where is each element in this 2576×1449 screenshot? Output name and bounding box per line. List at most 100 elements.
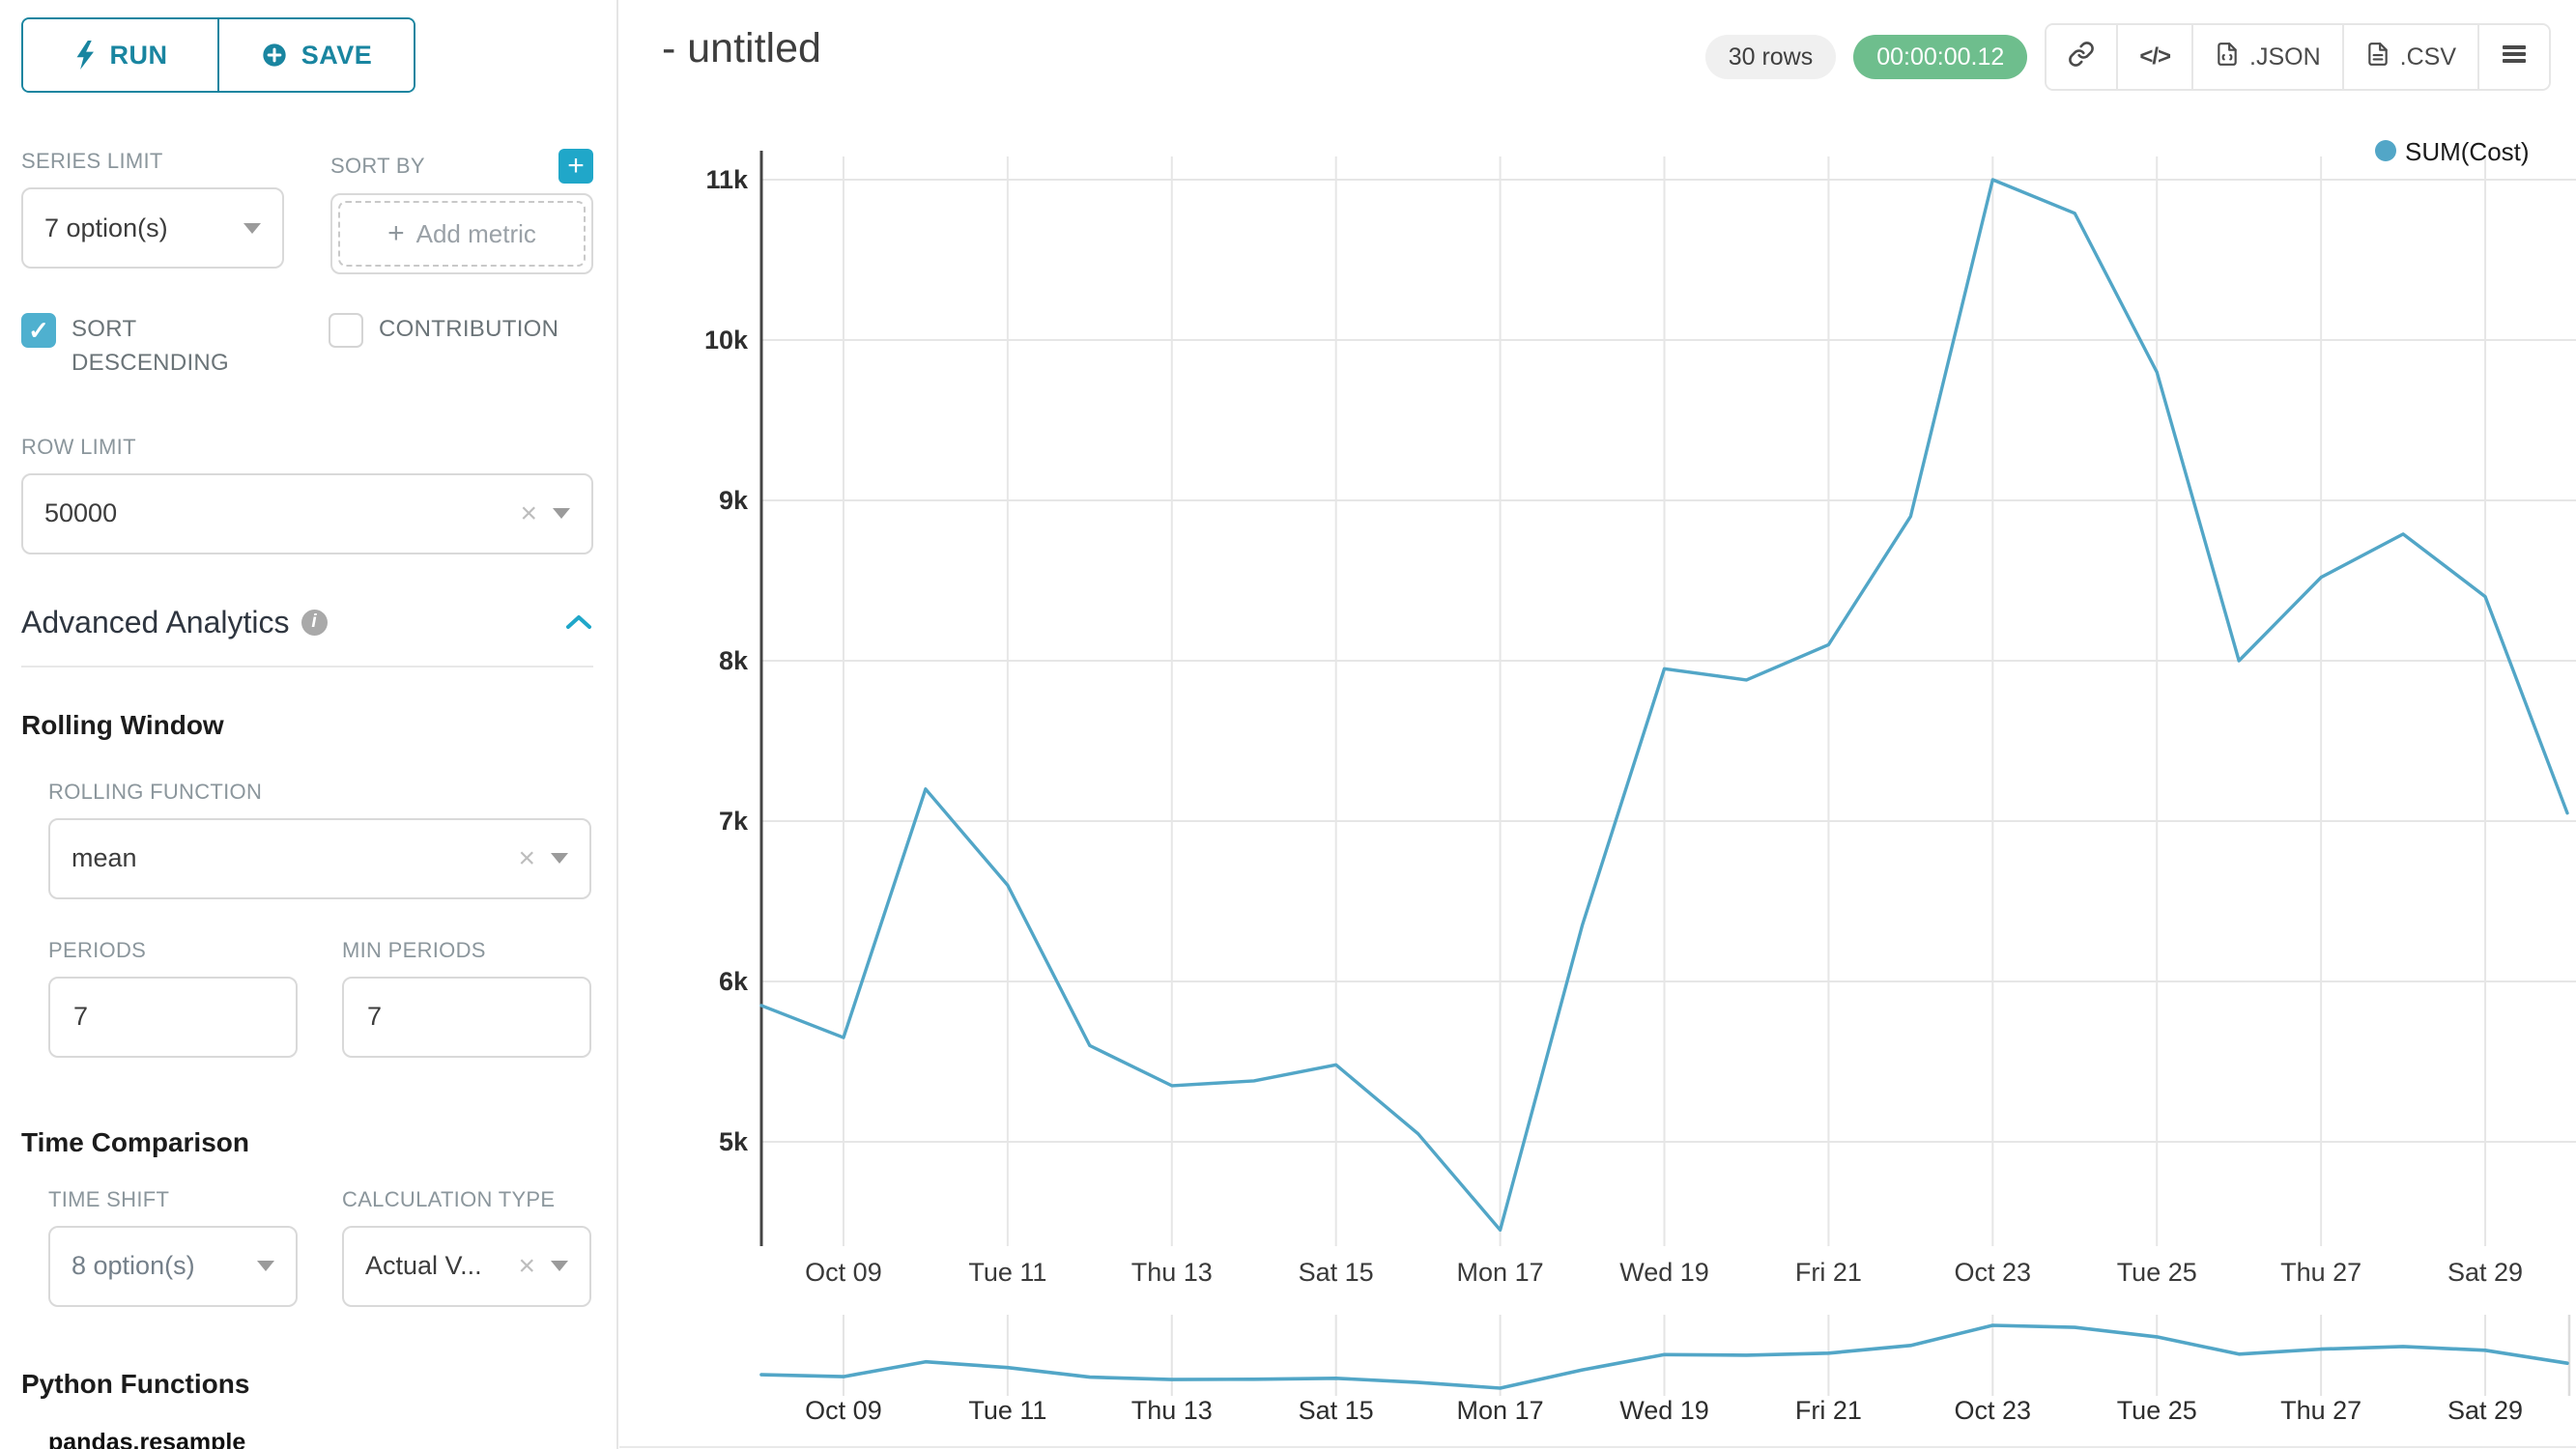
advanced-analytics-header[interactable]: Advanced Analytics i xyxy=(21,605,593,666)
menu-button[interactable] xyxy=(2477,25,2549,89)
svg-text:Thu 13: Thu 13 xyxy=(1131,1396,1213,1425)
add-metric-label: Add metric xyxy=(415,218,536,248)
chevron-down-icon[interactable] xyxy=(553,508,570,520)
svg-text:Fri 21: Fri 21 xyxy=(1795,1258,1862,1287)
save-button-label: SAVE xyxy=(301,40,373,70)
periods-value: 7 xyxy=(73,1002,89,1032)
svg-text:Thu 27: Thu 27 xyxy=(2280,1258,2361,1287)
svg-text:11k: 11k xyxy=(705,165,749,194)
svg-text:Tue 11: Tue 11 xyxy=(968,1258,1046,1287)
svg-text:8k: 8k xyxy=(719,646,749,675)
rolling-window-title: Rolling Window xyxy=(21,709,224,740)
chevron-down-icon[interactable] xyxy=(257,1261,274,1272)
sort-descending-checkbox-field[interactable]: ✓ SORT DESCENDING xyxy=(21,313,284,381)
series-limit-value: 7 option(s) xyxy=(44,213,168,242)
svg-text:7k: 7k xyxy=(719,807,749,836)
advanced-analytics-title: Advanced Analytics xyxy=(21,604,290,639)
sort-descending-label: SORT DESCENDING xyxy=(72,316,230,376)
link-icon xyxy=(2068,41,2095,74)
info-icon: i xyxy=(301,609,328,636)
svg-text:Tue 25: Tue 25 xyxy=(2117,1258,2197,1287)
time-shift-value: 8 option(s) xyxy=(72,1251,195,1281)
min-periods-label: MIN PERIODS xyxy=(342,937,486,962)
svg-text:9k: 9k xyxy=(719,486,749,515)
calculation-type-label: CALCULATION TYPE xyxy=(342,1186,556,1211)
calculation-type-value: Actual V... xyxy=(365,1251,482,1281)
svg-text:Sat 15: Sat 15 xyxy=(1299,1258,1374,1287)
chevron-down-icon[interactable] xyxy=(551,853,568,865)
row-count-badge: 30 rows xyxy=(1704,35,1837,79)
min-periods-value: 7 xyxy=(367,1002,383,1032)
svg-text:Sat 29: Sat 29 xyxy=(2447,1258,2523,1287)
run-button[interactable]: RUN xyxy=(23,19,217,91)
clear-icon[interactable]: × xyxy=(520,497,537,529)
svg-text:5k: 5k xyxy=(719,1127,749,1156)
add-metric-button[interactable]: + Add metric xyxy=(338,201,586,267)
export-csv-button[interactable]: .CSV xyxy=(2341,25,2477,89)
clear-icon[interactable]: × xyxy=(518,841,535,874)
time-comparison-title: Time Comparison xyxy=(21,1126,249,1157)
save-button[interactable]: SAVE xyxy=(217,19,414,91)
python-functions-title: Python Functions xyxy=(21,1368,250,1399)
line-chart[interactable]: 11k 10k 9k 8k 7k 6k 5k Oct 09 Tue 11 Thu 13 Sat 15… xyxy=(676,135,2576,1304)
chevron-up-icon[interactable] xyxy=(564,612,593,632)
contribution-checkbox[interactable] xyxy=(329,313,363,348)
export-toolbar: </> .JSON .CSV xyxy=(2045,23,2551,91)
plus-icon: + xyxy=(387,217,405,249)
calculation-type-select[interactable]: Actual V... × xyxy=(342,1225,591,1307)
check-icon: ✓ xyxy=(28,315,49,345)
svg-text:Oct 23: Oct 23 xyxy=(1955,1396,2032,1425)
chevron-down-icon[interactable] xyxy=(551,1261,568,1272)
periods-input[interactable]: 7 xyxy=(48,976,298,1058)
view-query-button[interactable]: </> xyxy=(2116,25,2192,89)
svg-text:Wed 19: Wed 19 xyxy=(1619,1396,1709,1425)
clear-icon[interactable]: × xyxy=(518,1249,535,1282)
min-periods-input[interactable]: 7 xyxy=(342,976,591,1058)
svg-text:Thu 13: Thu 13 xyxy=(1131,1258,1213,1287)
svg-text:Oct 23: Oct 23 xyxy=(1955,1258,2032,1287)
query-timer-badge: 00:00:00.12 xyxy=(1853,35,2028,79)
time-shift-label: TIME SHIFT xyxy=(48,1186,170,1211)
run-button-label: RUN xyxy=(109,40,168,70)
run-save-button-group: RUN SAVE xyxy=(21,17,415,93)
svg-text:Mon 17: Mon 17 xyxy=(1457,1396,1544,1425)
add-sort-metric-button[interactable]: + xyxy=(558,149,593,184)
chart-panel: - untitled 30 rows 00:00:00.12 </> .JSON xyxy=(619,0,2576,1449)
sort-by-control[interactable]: + Add metric xyxy=(330,193,593,274)
svg-text:Sat 15: Sat 15 xyxy=(1299,1396,1374,1425)
contribution-label: CONTRIBUTION xyxy=(379,316,559,342)
svg-text:Tue 11: Tue 11 xyxy=(968,1396,1046,1425)
export-json-button[interactable]: .JSON xyxy=(2191,25,2342,89)
json-file-icon xyxy=(2215,41,2240,74)
copy-link-button[interactable] xyxy=(2046,25,2117,89)
sort-descending-checkbox[interactable]: ✓ xyxy=(21,313,56,348)
chart-container-bottom-border xyxy=(619,1446,2576,1448)
csv-file-icon xyxy=(2365,41,2390,74)
svg-text:Sat 29: Sat 29 xyxy=(2447,1396,2523,1425)
time-shift-select[interactable]: 8 option(s) xyxy=(48,1225,298,1307)
export-json-label: .JSON xyxy=(2249,43,2321,71)
rolling-function-select[interactable]: mean × xyxy=(48,817,591,899)
chart-header-actions: 30 rows 00:00:00.12 </> .JSON xyxy=(1704,23,2551,91)
plus-icon: + xyxy=(567,150,585,182)
svg-text:10k: 10k xyxy=(704,326,749,355)
rolling-function-label: ROLLING FUNCTION xyxy=(48,779,263,804)
sort-by-label: SORT BY xyxy=(330,154,425,178)
svg-text:Fri 21: Fri 21 xyxy=(1795,1396,1862,1425)
control-panel: RUN SAVE SERIES LIMIT 7 option(s) SORT B… xyxy=(0,0,618,1449)
code-icon: </> xyxy=(2139,43,2171,70)
chevron-down-icon[interactable] xyxy=(243,222,261,234)
svg-text:Mon 17: Mon 17 xyxy=(1457,1258,1544,1287)
brush-minimap-chart[interactable]: Oct 09 Tue 11 Thu 13 Sat 15 Mon 17 Wed 19 Fri … xyxy=(676,1309,2576,1449)
contribution-checkbox-field[interactable]: CONTRIBUTION xyxy=(329,313,591,381)
hamburger-menu-icon xyxy=(2501,43,2528,72)
row-limit-select[interactable]: 50000 × xyxy=(21,472,593,554)
svg-text:Oct 09: Oct 09 xyxy=(805,1258,882,1287)
periods-label: PERIODS xyxy=(48,937,147,962)
chart-title[interactable]: - untitled xyxy=(662,25,821,71)
series-limit-select[interactable]: 7 option(s) xyxy=(21,187,284,269)
export-csv-label: .CSV xyxy=(2399,43,2456,71)
svg-text:Oct 09: Oct 09 xyxy=(805,1396,882,1425)
row-limit-label: ROW LIMIT xyxy=(21,434,136,459)
plus-circle-icon xyxy=(261,42,288,69)
